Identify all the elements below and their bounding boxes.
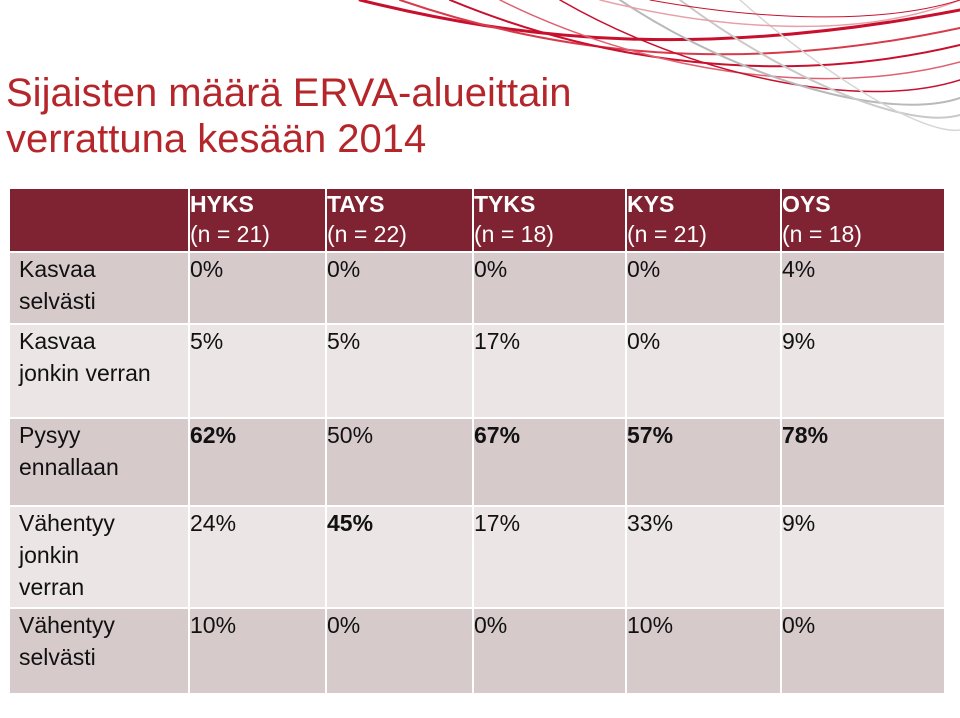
header-corner [8,187,190,253]
table-cell: 10% [188,607,327,695]
table-cell: 5% [188,323,327,419]
column-header: HYKS (n = 21) [188,187,327,253]
table-cell: 9% [780,323,946,419]
table-cell: 0% [325,251,474,325]
table-cell: 67% [472,417,627,507]
column-header: KYS (n = 21) [625,187,782,253]
column-header: TYKS (n = 18) [472,187,627,253]
table-cell: 10% [625,607,782,695]
table-cell: 0% [625,323,782,419]
column-header: TAYS (n = 22) [325,187,474,253]
table-row: Pysyy ennallaan 62% 50% 67% 57% 78% [8,417,946,507]
table-header-row: HYKS (n = 21) TAYS (n = 22) TYKS (n = 18) K… [8,187,946,253]
row-label: Kasvaa selvästi [8,251,190,325]
table-cell: 0% [188,251,327,325]
row-label: Kasvaa jonkin verran [8,323,190,419]
table-row: Vähentyy jonkin verran 24% 45% 17% 33% 9% [8,505,946,609]
table-cell: 17% [472,505,627,609]
table-cell: 45% [325,505,474,609]
row-label: Vähentyy jonkin verran [8,505,190,609]
table-row: Vähentyy selvästi 10% 0% 0% 10% 0% [8,607,946,695]
row-label: Pysyy ennallaan [8,417,190,507]
table-cell: 78% [780,417,946,507]
column-header: OYS (n = 18) [780,187,946,253]
title-line-1: Sijaisten määrä ERVA-alueittain [6,71,572,115]
table-cell: 50% [325,417,474,507]
row-label: Vähentyy selvästi [8,607,190,695]
table-cell: 9% [780,505,946,609]
results-table: HYKS (n = 21) TAYS (n = 22) TYKS (n = 18) K… [8,187,946,695]
table-cell: 0% [472,607,627,695]
table-cell: 62% [188,417,327,507]
table-cell: 5% [325,323,474,419]
table-cell: 0% [325,607,474,695]
table-cell: 0% [780,607,946,695]
table-cell: 17% [472,323,627,419]
table-cell: 24% [188,505,327,609]
table-row: Kasvaa selvästi 0% 0% 0% 0% 4% [8,251,946,325]
table-cell: 4% [780,251,946,325]
table-cell: 33% [625,505,782,609]
table-row: Kasvaa jonkin verran 5% 5% 17% 0% 9% [8,323,946,419]
page-title: Sijaisten määrä ERVA-alueittain verrattu… [6,70,726,162]
title-line-2: verrattuna kesään 2014 [6,117,427,161]
decorative-swoosh [358,0,960,132]
table-cell: 0% [625,251,782,325]
table-cell: 57% [625,417,782,507]
table-cell: 0% [472,251,627,325]
